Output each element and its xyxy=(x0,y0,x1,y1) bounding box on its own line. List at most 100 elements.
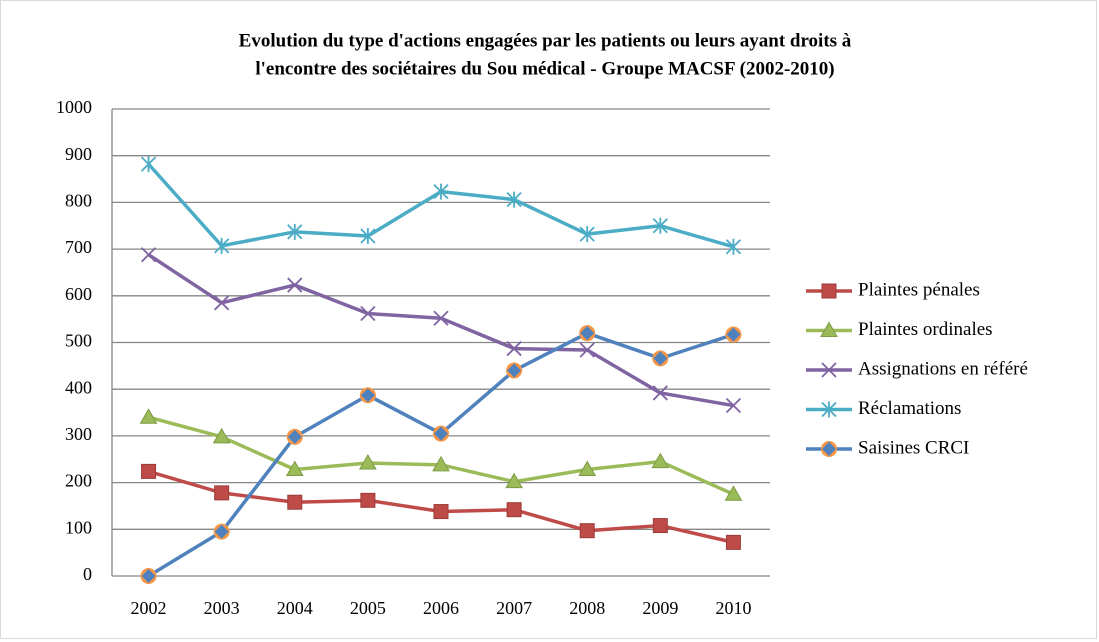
marker-shape xyxy=(214,485,230,501)
marker xyxy=(821,283,837,299)
y-tick-label: 600 xyxy=(65,284,92,304)
marker xyxy=(725,534,741,550)
marker xyxy=(140,568,157,584)
y-tick-label: 900 xyxy=(65,144,92,164)
y-tick-label: 100 xyxy=(65,517,92,537)
marker-shape xyxy=(725,397,742,414)
marker-shape xyxy=(287,223,303,240)
y-tick-label: 400 xyxy=(65,377,92,397)
marker xyxy=(652,385,668,401)
marker-shape xyxy=(724,485,743,501)
marker xyxy=(724,485,743,501)
marker xyxy=(212,427,231,444)
marker xyxy=(140,156,157,173)
marker-shape xyxy=(820,321,838,337)
marker-shape xyxy=(653,351,668,366)
marker xyxy=(287,223,303,240)
marker xyxy=(821,401,837,418)
marker-shape xyxy=(506,191,522,208)
marker xyxy=(506,191,522,208)
y-tick-label: 500 xyxy=(65,331,92,351)
legend-label: Plaintes pénales xyxy=(858,279,980,300)
marker xyxy=(579,523,595,539)
marker-shape xyxy=(214,237,230,254)
marker xyxy=(359,387,376,404)
marker-shape xyxy=(287,494,303,510)
marker xyxy=(433,183,449,200)
marker-shape xyxy=(725,238,742,255)
marker-shape xyxy=(214,524,229,539)
marker xyxy=(140,247,157,263)
marker xyxy=(725,326,742,343)
y-tick-label: 700 xyxy=(65,237,92,257)
marker-shape xyxy=(140,247,157,263)
marker-shape xyxy=(579,342,595,358)
marker-shape xyxy=(360,388,375,403)
marker xyxy=(506,502,522,518)
marker xyxy=(360,305,376,322)
marker-shape xyxy=(285,460,304,477)
marker-shape xyxy=(821,401,837,418)
marker xyxy=(287,494,303,510)
marker-shape xyxy=(433,504,449,520)
marker xyxy=(214,485,230,501)
marker xyxy=(213,523,230,540)
marker xyxy=(652,350,669,367)
marker xyxy=(141,463,157,479)
marker xyxy=(506,340,522,357)
marker xyxy=(360,228,376,245)
marker xyxy=(725,397,742,414)
marker xyxy=(652,518,668,534)
marker xyxy=(432,455,450,472)
legend-label: Assignations en référé xyxy=(858,358,1028,379)
x-tick-label: 2010 xyxy=(715,598,751,618)
marker-shape xyxy=(287,277,303,293)
y-tick-label: 800 xyxy=(65,191,92,211)
legend-label: Saisines CRCI xyxy=(858,437,969,458)
marker-shape xyxy=(360,228,376,245)
marker-shape xyxy=(579,523,595,539)
marker xyxy=(287,277,303,293)
y-tick-label: 300 xyxy=(65,424,92,444)
marker xyxy=(820,321,838,337)
marker-shape xyxy=(652,518,668,534)
x-tick-label: 2006 xyxy=(423,598,459,618)
x-tick-label: 2004 xyxy=(277,598,313,618)
y-tick-label: 0 xyxy=(83,564,92,584)
legend-label: Réclamations xyxy=(858,398,961,419)
marker-shape xyxy=(821,283,837,299)
marker xyxy=(433,310,449,326)
marker-shape xyxy=(212,427,231,444)
marker xyxy=(505,472,523,489)
marker-shape xyxy=(140,156,157,173)
marker xyxy=(821,441,837,457)
marker-shape xyxy=(139,408,158,424)
marker xyxy=(651,452,670,469)
marker-shape xyxy=(726,327,741,342)
marker xyxy=(285,460,304,477)
marker-shape xyxy=(579,226,595,243)
marker-shape xyxy=(652,385,668,401)
marker-shape xyxy=(287,429,302,444)
legend-label: Plaintes ordinales xyxy=(858,319,993,340)
chart-title: l'encontre des sociétaires du Sou médica… xyxy=(255,58,834,79)
marker-shape xyxy=(725,534,741,550)
marker xyxy=(725,238,742,255)
marker-shape xyxy=(214,295,230,311)
marker-shape xyxy=(433,183,449,200)
marker xyxy=(214,295,230,311)
marker-shape xyxy=(822,442,836,456)
marker xyxy=(214,237,230,254)
marker xyxy=(359,453,377,470)
x-tick-label: 2002 xyxy=(131,598,167,618)
marker xyxy=(433,504,449,520)
marker xyxy=(139,408,158,424)
marker-shape xyxy=(432,455,450,472)
chart-title: Evolution du type d'actions engagées par… xyxy=(239,30,852,51)
marker-shape xyxy=(360,305,376,322)
y-tick-label: 200 xyxy=(65,471,92,491)
marker xyxy=(579,342,595,358)
x-tick-label: 2003 xyxy=(204,598,240,618)
